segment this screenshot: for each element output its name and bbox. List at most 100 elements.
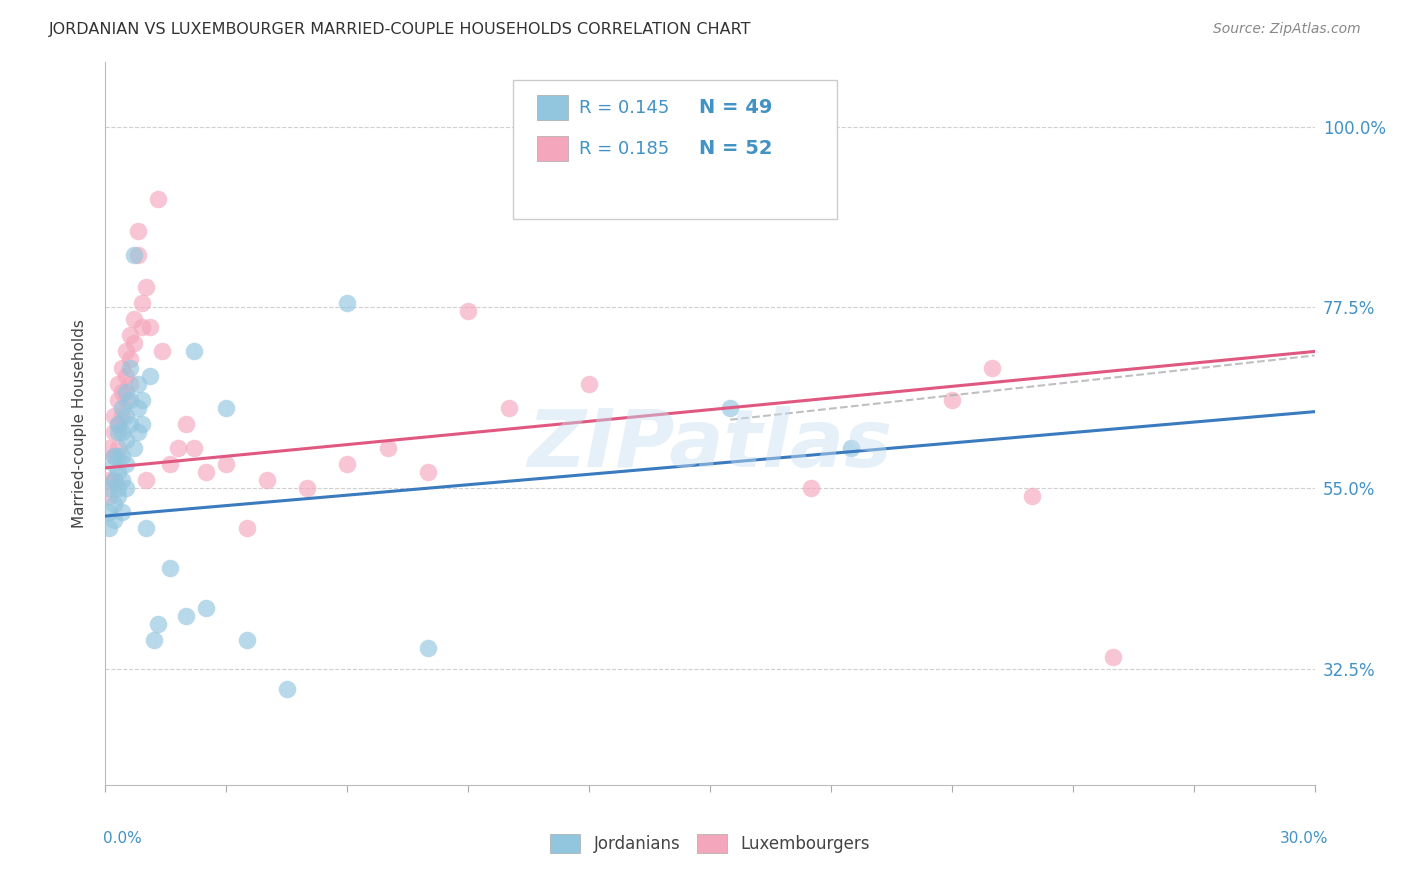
Point — [256, 473, 278, 487]
Point — [457, 304, 479, 318]
Point — [159, 457, 181, 471]
Point — [174, 609, 197, 624]
Point — [98, 481, 121, 495]
Point — [131, 320, 153, 334]
Point — [740, 144, 762, 158]
Point — [122, 248, 145, 262]
Point — [718, 401, 741, 415]
Point — [183, 344, 205, 359]
Point — [235, 633, 257, 648]
Point — [215, 457, 238, 471]
Point — [114, 433, 136, 447]
Point — [195, 601, 218, 615]
Point — [98, 521, 121, 535]
Point — [131, 392, 153, 407]
Point — [150, 344, 173, 359]
Point — [107, 417, 129, 431]
Point — [107, 465, 129, 479]
Point — [103, 449, 125, 463]
Point — [110, 409, 132, 423]
Point — [135, 521, 157, 535]
Point — [295, 481, 318, 495]
Point — [122, 441, 145, 455]
Point — [135, 280, 157, 294]
Point — [114, 384, 136, 399]
Point — [114, 409, 136, 423]
Point — [941, 392, 963, 407]
Point — [107, 417, 129, 431]
Point — [107, 481, 129, 495]
Text: N = 49: N = 49 — [699, 98, 772, 118]
Point — [103, 473, 125, 487]
Point — [127, 376, 149, 391]
Point — [114, 344, 136, 359]
Point — [98, 505, 121, 519]
Legend: Jordanians, Luxembourgers: Jordanians, Luxembourgers — [544, 827, 876, 860]
Point — [276, 681, 298, 696]
Point — [139, 368, 162, 383]
Text: 0.0%: 0.0% — [103, 831, 142, 847]
Point — [98, 441, 121, 455]
Point — [800, 481, 823, 495]
Text: 30.0%: 30.0% — [1281, 831, 1329, 847]
Point — [127, 401, 149, 415]
Point — [118, 417, 141, 431]
Point — [110, 449, 132, 463]
Point — [118, 392, 141, 407]
Point — [118, 328, 141, 343]
Point — [110, 401, 132, 415]
Point — [146, 192, 169, 206]
Point — [167, 441, 190, 455]
Point — [195, 465, 218, 479]
Point — [103, 425, 125, 439]
Point — [336, 296, 359, 310]
Text: N = 52: N = 52 — [699, 139, 772, 159]
Point — [103, 473, 125, 487]
Point — [98, 489, 121, 503]
Point — [110, 384, 132, 399]
Point — [110, 425, 132, 439]
Point — [127, 248, 149, 262]
Point — [131, 296, 153, 310]
Point — [135, 473, 157, 487]
Point — [107, 392, 129, 407]
Point — [131, 417, 153, 431]
Point — [174, 417, 197, 431]
Point — [122, 312, 145, 326]
Point — [103, 457, 125, 471]
Point — [139, 320, 162, 334]
Point — [107, 425, 129, 439]
Point — [416, 465, 439, 479]
Point — [110, 360, 132, 375]
Point — [103, 497, 125, 511]
Point — [107, 489, 129, 503]
Point — [1102, 649, 1125, 664]
Point — [98, 473, 121, 487]
Point — [114, 457, 136, 471]
Point — [159, 561, 181, 575]
Point — [127, 425, 149, 439]
Y-axis label: Married-couple Households: Married-couple Households — [72, 319, 87, 528]
Text: JORDANIAN VS LUXEMBOURGER MARRIED-COUPLE HOUSEHOLDS CORRELATION CHART: JORDANIAN VS LUXEMBOURGER MARRIED-COUPLE… — [49, 22, 752, 37]
Point — [107, 376, 129, 391]
Point — [107, 441, 129, 455]
Point — [146, 617, 169, 632]
Point — [416, 641, 439, 656]
Point — [336, 457, 359, 471]
Point — [215, 401, 238, 415]
Text: Source: ZipAtlas.com: Source: ZipAtlas.com — [1213, 22, 1361, 37]
Point — [114, 368, 136, 383]
Point — [114, 392, 136, 407]
Point — [498, 401, 520, 415]
Point — [235, 521, 257, 535]
Point — [578, 376, 600, 391]
Point — [981, 360, 1004, 375]
Point — [127, 224, 149, 238]
Point — [122, 336, 145, 351]
Point — [118, 352, 141, 367]
Text: R = 0.185: R = 0.185 — [579, 140, 669, 158]
Point — [377, 441, 399, 455]
Point — [142, 633, 165, 648]
Point — [107, 449, 129, 463]
Point — [118, 360, 141, 375]
